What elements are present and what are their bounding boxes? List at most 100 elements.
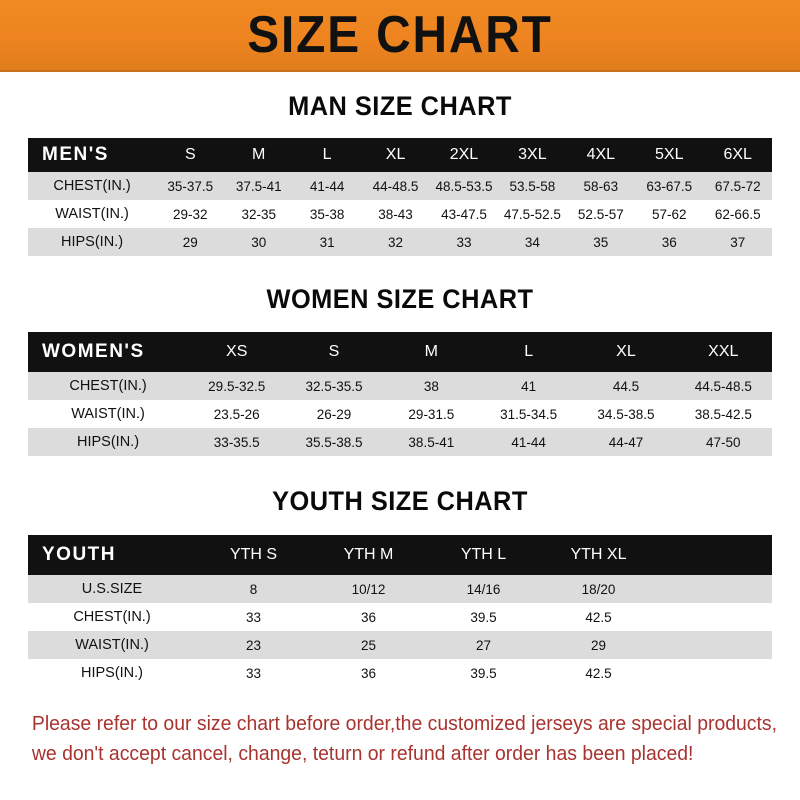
cell: 52.5-57	[577, 206, 624, 222]
cell: 41-44	[309, 178, 345, 194]
cell: 48.5-53.5	[435, 178, 493, 194]
table-row: HIPS(IN.) 33-35.5 35.5-38.5 38.5-41 41-4…	[28, 428, 772, 456]
youth-col-header: YTH M	[343, 546, 394, 563]
row-label: CHEST(IN.)	[69, 378, 147, 394]
cell: 29-31.5	[408, 406, 455, 422]
women-col-header: M	[424, 343, 438, 360]
women-col-header: XS	[226, 343, 248, 360]
youth-size-table: YOUTH YTH S YTH M YTH L YTH XL U.S.SIZE …	[28, 535, 772, 687]
men-col-header: 4XL	[586, 146, 616, 163]
disclaimer-note: Please refer to our size chart before or…	[28, 709, 777, 769]
size-chart-sheet: MAN SIZE CHART MEN'S S M L XL 2XL 3XL 4X…	[0, 91, 800, 769]
cell: 29.5-32.5	[208, 378, 266, 394]
cell: 41-44	[511, 434, 546, 450]
cell: 27	[475, 637, 492, 653]
table-row: CHEST(IN.) 29.5-32.5 32.5-35.5 38 41 44.…	[28, 372, 772, 400]
men-col-header: M	[252, 146, 266, 163]
row-label: CHEST(IN.)	[73, 609, 151, 625]
cell: 43-47.5	[441, 206, 487, 222]
row-label: WAIST(IN.)	[55, 206, 129, 222]
row-label: HIPS(IN.)	[61, 234, 124, 250]
row-label: WAIST(IN.)	[75, 637, 149, 653]
cell-spacer	[656, 575, 772, 603]
cell: 32	[388, 234, 404, 250]
cell: 23	[245, 637, 262, 653]
cell: 53.5-58	[509, 178, 556, 194]
table-header-row: WOMEN'S XS S M L XL XXL	[28, 332, 772, 372]
section-title-women: WOMEN SIZE CHART	[266, 284, 534, 314]
table-row: HIPS(IN.) 29 30 31 32 33 34 35 36 37	[28, 228, 772, 256]
cell: 34.5-38.5	[597, 406, 655, 422]
cell: 18/20	[581, 581, 616, 597]
women-col-header: XL	[616, 343, 636, 360]
cell: 44-48.5	[372, 178, 419, 194]
table-row: WAIST(IN.) 23.5-26 26-29 29-31.5 31.5-34…	[28, 400, 772, 428]
cell: 32-35	[241, 206, 276, 222]
disclaimer-line-2: we don't accept cancel, change, teturn o…	[31, 743, 694, 765]
cell: 26-29	[316, 406, 352, 422]
cell: 36	[661, 234, 677, 250]
cell: 44.5-48.5	[694, 378, 752, 394]
women-size-table: WOMEN'S XS S M L XL XXL CHEST(IN.) 29.5-…	[28, 332, 772, 456]
page-banner: SIZE CHART	[0, 0, 800, 72]
youth-corner-label: YOUTH	[42, 544, 116, 565]
men-corner-label: MEN'S	[42, 144, 109, 165]
cell: 44-47	[608, 434, 644, 450]
men-col-header: L	[322, 146, 332, 163]
youth-header-spacer	[656, 535, 772, 575]
section-title-man: MAN SIZE CHART	[288, 91, 512, 121]
cell: 23.5-26	[213, 406, 260, 422]
cell: 38-43	[378, 206, 413, 222]
cell: 36	[360, 609, 377, 625]
row-label: HIPS(IN.)	[77, 434, 140, 450]
row-label: HIPS(IN.)	[80, 665, 144, 681]
cell: 41	[521, 378, 537, 394]
cell: 67.5-72	[714, 178, 761, 194]
table-header-row: MEN'S S M L XL 2XL 3XL 4XL 5XL 6XL	[28, 138, 772, 172]
cell: 47.5-52.5	[503, 206, 561, 222]
cell: 58-63	[583, 178, 619, 194]
cell: 8	[249, 581, 258, 597]
row-label: CHEST(IN.)	[53, 178, 131, 194]
cell: 35.5-38.5	[305, 434, 363, 450]
youth-col-header: YTH L	[460, 546, 507, 563]
men-size-table: MEN'S S M L XL 2XL 3XL 4XL 5XL 6XL CHEST…	[28, 138, 772, 256]
cell: 10/12	[351, 581, 386, 597]
cell: 39.5	[470, 665, 497, 681]
cell: 36	[360, 665, 377, 681]
men-col-header: S	[184, 146, 196, 163]
men-col-header: 2XL	[449, 146, 479, 163]
table-header-row: YOUTH YTH S YTH M YTH L YTH XL	[28, 535, 772, 575]
women-col-header: S	[328, 343, 340, 360]
cell: 25	[360, 637, 377, 653]
cell: 29-32	[173, 206, 208, 222]
women-col-header: XXL	[708, 343, 739, 360]
cell: 14/16	[466, 581, 501, 597]
cell: 33	[245, 665, 262, 681]
cell: 34	[524, 234, 540, 250]
cell: 33	[456, 234, 472, 250]
cell: 35-38	[309, 206, 345, 222]
women-col-header: L	[524, 343, 534, 360]
cell: 29	[182, 234, 198, 250]
cell: 35-37.5	[167, 178, 214, 194]
youth-col-header: YTH XL	[570, 546, 627, 563]
cell: 42.5	[585, 665, 612, 681]
row-label: U.S.SIZE	[81, 581, 143, 597]
table-row: HIPS(IN.) 33 36 39.5 42.5	[28, 659, 772, 687]
cell: 35	[593, 234, 609, 250]
men-col-header: 5XL	[655, 146, 684, 163]
cell: 32.5-35.5	[305, 378, 363, 394]
cell: 47-50	[706, 434, 741, 450]
table-row: WAIST(IN.) 23 25 27 29	[28, 631, 772, 659]
cell: 33-35.5	[213, 434, 260, 450]
cell: 37	[730, 234, 746, 250]
cell: 63-67.5	[646, 178, 693, 194]
cell: 38.5-42.5	[694, 406, 752, 422]
section-title-youth: YOUTH SIZE CHART	[272, 486, 528, 516]
table-row: WAIST(IN.) 29-32 32-35 35-38 38-43 43-47…	[28, 200, 772, 228]
cell: 31.5-34.5	[500, 406, 558, 422]
youth-col-header: YTH S	[229, 546, 278, 563]
page-title: SIZE CHART	[247, 6, 553, 64]
men-col-header: 6XL	[723, 146, 752, 163]
